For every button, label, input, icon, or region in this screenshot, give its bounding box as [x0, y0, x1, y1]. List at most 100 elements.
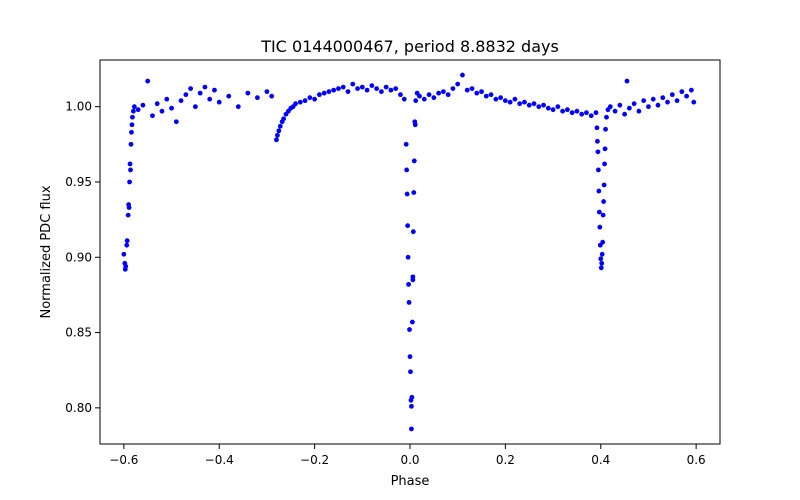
data-point: [316, 92, 322, 98]
data-point: [121, 251, 127, 257]
data-point: [483, 93, 489, 99]
data-point: [665, 99, 670, 105]
data-point: [602, 161, 607, 167]
data-point: [307, 95, 313, 101]
data-point: [596, 188, 602, 194]
data-point: [593, 110, 599, 116]
data-point: [124, 238, 130, 244]
data-point: [383, 84, 389, 90]
data-point: [350, 81, 356, 87]
data-point: [612, 108, 618, 114]
data-point: [297, 99, 303, 105]
data-point: [679, 89, 685, 95]
data-point: [445, 92, 451, 98]
data-point: [626, 105, 632, 111]
data-point: [464, 87, 470, 93]
data-point: [326, 89, 332, 95]
data-point: [688, 87, 694, 93]
data-point: [599, 251, 605, 257]
data-point: [409, 426, 414, 432]
data-point: [555, 104, 561, 110]
data-point: [426, 92, 432, 98]
data-point: [359, 84, 365, 90]
x-axis-label: Phase: [391, 474, 430, 489]
data-point: [603, 126, 608, 132]
data-point: [131, 104, 137, 110]
data-point: [617, 102, 623, 108]
data-point: [150, 113, 155, 119]
data-point: [202, 84, 208, 90]
data-point: [417, 93, 422, 99]
data-point: [410, 277, 416, 283]
data-point: [130, 108, 136, 114]
data-point: [164, 96, 170, 102]
data-point: [674, 98, 680, 104]
data-point: [601, 182, 607, 188]
chart-title: TIC 0144000467, period 8.8832 days: [260, 37, 559, 56]
data-point: [474, 90, 480, 96]
data-point: [406, 300, 412, 305]
x-tick-label: 0.4: [591, 453, 610, 467]
data-point: [364, 87, 370, 93]
data-point: [564, 107, 570, 113]
x-tick-label: 0.2: [496, 453, 515, 467]
data-point: [374, 86, 380, 92]
data-point: [595, 138, 600, 144]
data-point: [560, 108, 566, 114]
data-point: [479, 89, 484, 95]
data-point: [600, 212, 606, 218]
data-point: [512, 96, 518, 102]
data-point: [596, 209, 602, 215]
data-point: [655, 102, 661, 108]
data-point: [541, 102, 546, 108]
data-point: [178, 98, 184, 104]
data-point: [129, 122, 135, 128]
data-point: [404, 167, 410, 173]
data-point: [398, 92, 403, 98]
data-point: [409, 319, 415, 325]
data-point: [431, 95, 437, 101]
data-point: [407, 354, 413, 360]
data-point: [455, 81, 461, 87]
x-tick-label: −0.4: [205, 453, 234, 467]
data-point: [531, 101, 537, 107]
data-point: [412, 122, 418, 128]
data-point: [276, 128, 282, 134]
data-point: [407, 327, 412, 332]
data-point: [159, 108, 165, 114]
data-point: [277, 123, 283, 129]
data-point: [588, 113, 594, 119]
data-point: [600, 239, 606, 245]
data-point: [684, 93, 690, 99]
plot-frame: [99, 59, 721, 445]
data-point: [401, 96, 407, 102]
data-point: [545, 105, 551, 111]
data-point: [409, 403, 414, 409]
data-point: [498, 95, 504, 101]
y-axis-label: Normalized PDC flux: [39, 185, 54, 318]
data-point: [331, 87, 337, 93]
data-point: [550, 107, 556, 113]
data-point: [469, 86, 475, 92]
data-point: [599, 260, 605, 266]
data-point: [355, 86, 360, 92]
data-point: [197, 90, 203, 96]
data-point: [212, 87, 217, 93]
data-point: [192, 104, 198, 110]
data-point: [269, 93, 275, 99]
data-point: [140, 102, 146, 108]
data-point: [406, 281, 411, 287]
data-point: [502, 98, 508, 104]
data-point: [488, 92, 494, 98]
x-tick-label: 0.0: [400, 453, 419, 467]
data-point: [226, 93, 232, 99]
data-points: [121, 72, 697, 432]
data-point: [275, 132, 280, 138]
data-point: [646, 104, 651, 110]
data-point: [245, 90, 251, 96]
x-tick-label: −0.6: [109, 453, 138, 467]
y-tick-label: 0.95: [65, 175, 92, 189]
data-point: [128, 167, 133, 173]
y-axis-ticks: 0.80 0.85 0.90 0.95 1.00: [65, 100, 100, 415]
data-point: [410, 229, 416, 235]
